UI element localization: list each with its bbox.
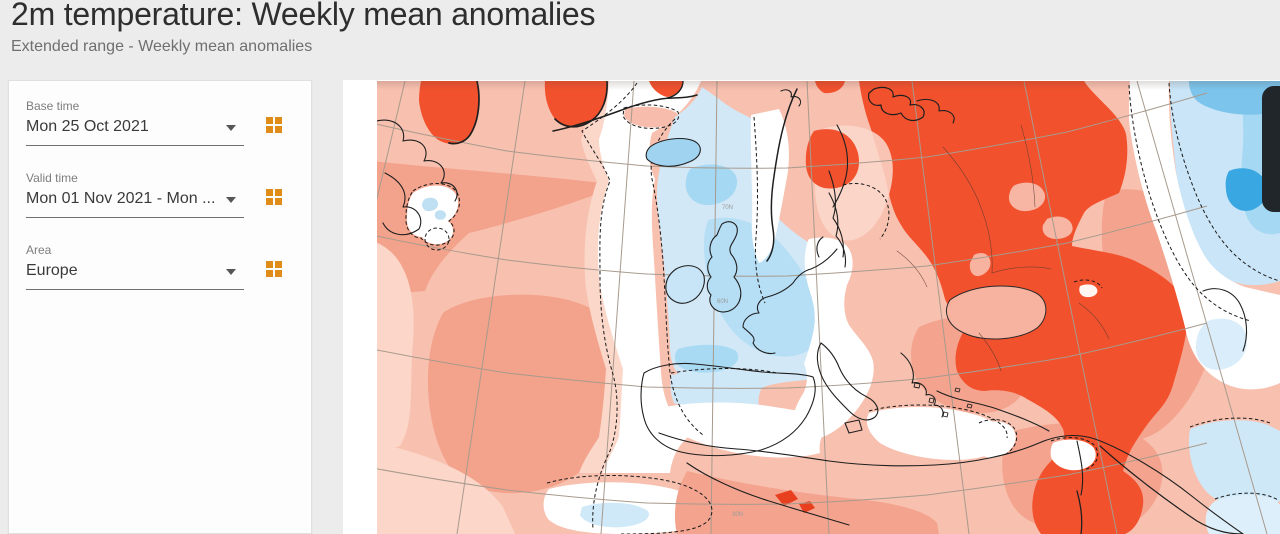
svg-text:70N: 70N bbox=[722, 205, 733, 211]
svg-text:60N: 60N bbox=[717, 299, 728, 305]
svg-text:30N: 30N bbox=[732, 512, 743, 518]
